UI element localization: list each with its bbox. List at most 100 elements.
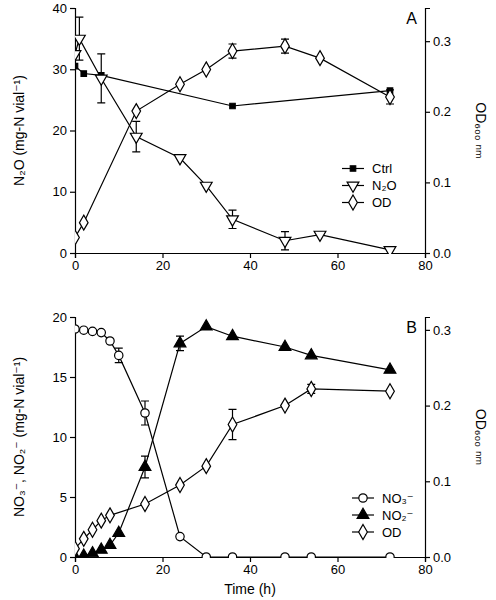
- plot-area: [75, 320, 396, 558]
- marker: [230, 103, 235, 108]
- marker: [97, 328, 105, 336]
- tick: 20: [53, 310, 75, 325]
- tick: 30: [53, 62, 75, 77]
- figure: 0204060800102030400.00.10.20.3N₂O (mg-N …: [0, 0, 496, 600]
- marker: [174, 337, 186, 347]
- marker: [79, 215, 88, 230]
- marker: [141, 497, 150, 512]
- marker: [75, 35, 85, 45]
- tick-label: 20: [53, 310, 67, 325]
- tick: 40: [243, 557, 257, 577]
- legend-marker: [349, 195, 358, 210]
- tick: 0.3: [425, 323, 451, 338]
- marker: [384, 363, 396, 373]
- legend-entry: Ctrl: [342, 161, 392, 176]
- error-bar: [281, 39, 289, 53]
- tick: 0.1: [425, 175, 451, 190]
- tick: 40: [53, 1, 75, 16]
- tick-mark: [425, 253, 430, 254]
- tick-label: 0.3: [433, 34, 451, 49]
- x-axis: 020406080: [72, 253, 433, 273]
- legend-entry: NO₂⁻: [352, 508, 413, 523]
- marker: [141, 409, 149, 417]
- legend-entry: N₂O: [342, 178, 397, 193]
- marker: [228, 553, 236, 558]
- marker: [75, 325, 79, 333]
- tick: 20: [156, 557, 170, 577]
- tick: 0.3: [425, 34, 451, 49]
- error-bar: [115, 348, 123, 362]
- marker: [104, 538, 116, 548]
- legend-marker: [350, 166, 355, 171]
- marker: [80, 326, 88, 334]
- legend-marker: [359, 494, 367, 502]
- tick: 5: [60, 490, 75, 505]
- tick: 0.2: [425, 398, 451, 413]
- marker: [113, 526, 125, 536]
- marker: [176, 77, 185, 92]
- marker: [75, 63, 78, 68]
- tick-label: 80: [418, 562, 432, 577]
- tick: 0: [60, 550, 75, 565]
- tick: 0: [72, 557, 79, 577]
- tick: 40: [243, 253, 257, 273]
- tick-mark: [70, 437, 75, 438]
- tick-label: 0.0: [433, 246, 451, 261]
- marker: [81, 71, 86, 76]
- tick-mark: [70, 557, 75, 558]
- x-axis-title: Time (h): [224, 581, 276, 597]
- y-axis-title: NO₃⁻, NO₂⁻ (mg-N vial⁻¹): [11, 357, 27, 517]
- tick: 80: [418, 557, 432, 577]
- marker: [281, 553, 289, 558]
- series-line: [75, 46, 390, 237]
- marker: [174, 155, 186, 165]
- tick-label: 0: [60, 246, 67, 261]
- tick-label: 40: [243, 562, 257, 577]
- tick-label: 20: [156, 562, 170, 577]
- series-line: [75, 389, 390, 549]
- legend-label: Ctrl: [372, 161, 392, 176]
- tick: 20: [53, 123, 75, 138]
- y2-axis-title: OD₆₀₀ ₙₘ: [473, 409, 489, 465]
- tick-mark: [70, 317, 75, 318]
- series-line: [75, 66, 390, 106]
- marker: [139, 460, 151, 470]
- tick-mark: [70, 377, 75, 378]
- tick-label: 80: [418, 258, 432, 273]
- marker: [88, 522, 97, 537]
- x-axis: 0 20 40 60 80: [72, 557, 433, 577]
- tick: 80: [418, 253, 432, 273]
- marker: [384, 247, 396, 254]
- marker: [200, 182, 212, 192]
- legend: Ctrl N₂O OD: [342, 161, 397, 210]
- panel: 020406080051015200.00.10.20.3NO₃⁻, NO₂⁻ …: [11, 310, 489, 597]
- marker: [202, 553, 210, 558]
- y2-axis: 0.00.10.20.3: [425, 318, 451, 565]
- series-line: [75, 39, 390, 250]
- legend-marker: [359, 524, 368, 539]
- marker: [88, 327, 96, 335]
- tick-label: 30: [53, 62, 67, 77]
- tick-label: 0.3: [433, 323, 451, 338]
- marker: [227, 329, 239, 339]
- tick-label: 5: [60, 490, 67, 505]
- y2-axis: 0.00.10.20.3: [425, 9, 451, 261]
- tick: 0.0: [425, 246, 451, 261]
- marker: [202, 62, 211, 77]
- tick: 20: [156, 253, 170, 273]
- legend-entry: NO₃⁻: [352, 491, 414, 506]
- marker: [130, 133, 142, 143]
- legend-entry: OD: [342, 195, 392, 210]
- tick-label: 40: [243, 258, 257, 273]
- y-axis-title: N₂O (mg-N vial⁻¹): [11, 75, 27, 186]
- marker: [97, 513, 106, 528]
- tick-mark: [425, 330, 430, 331]
- legend: NO₃⁻NO₂⁻OD: [352, 491, 414, 540]
- tick: 60: [331, 557, 345, 577]
- marker: [307, 381, 316, 396]
- marker: [176, 532, 184, 540]
- y-axis: 05101520: [53, 310, 76, 565]
- marker: [386, 553, 394, 558]
- tick-label: 40: [53, 1, 67, 16]
- marker: [95, 75, 107, 85]
